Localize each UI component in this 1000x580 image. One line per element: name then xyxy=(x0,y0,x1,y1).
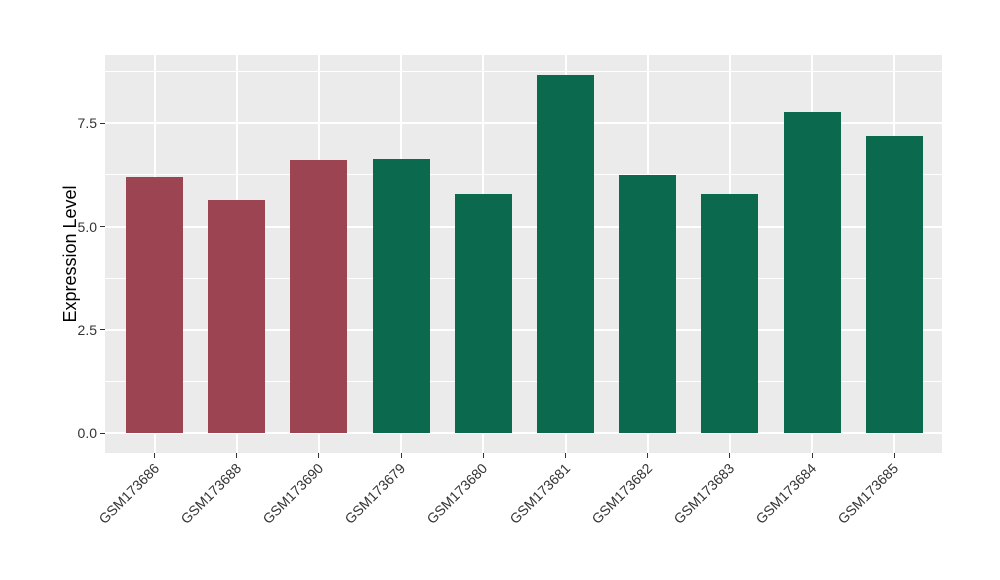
y-tick-label: 7.5 xyxy=(77,115,97,132)
x-tick xyxy=(647,453,649,458)
gridline-major xyxy=(105,122,942,125)
x-tick xyxy=(811,453,813,458)
gridline-minor xyxy=(105,71,942,73)
bar-GSM173681 xyxy=(537,74,594,434)
y-tick xyxy=(100,432,105,434)
x-tick xyxy=(154,453,155,458)
bar-GSM173683 xyxy=(701,194,759,434)
x-tick xyxy=(236,453,238,458)
gridline-minor xyxy=(105,381,942,383)
gridline-minor xyxy=(105,277,942,279)
y-tick xyxy=(100,122,105,124)
y-tick xyxy=(100,329,105,331)
bar-GSM173684 xyxy=(783,112,841,434)
bar-GSM173680 xyxy=(454,194,512,434)
bar-GSM173690 xyxy=(290,159,348,434)
y-tick xyxy=(100,226,105,228)
gridline-major xyxy=(105,432,942,435)
gridline-major xyxy=(105,225,942,228)
bar-GSM173685 xyxy=(865,135,923,434)
x-tick xyxy=(318,453,320,458)
x-tick xyxy=(400,453,402,458)
bar-GSM173688 xyxy=(208,199,266,434)
plot-panel xyxy=(105,55,942,453)
x-tick xyxy=(565,453,566,458)
y-tick-label: 5.0 xyxy=(77,218,97,235)
x-tick xyxy=(893,453,895,458)
bar-GSM173686 xyxy=(126,177,183,434)
y-tick-label: 2.5 xyxy=(77,321,97,338)
gridline-minor xyxy=(105,174,942,176)
bar-GSM173679 xyxy=(372,159,430,434)
x-tick xyxy=(482,453,484,458)
y-tick-label: 0.0 xyxy=(77,425,97,442)
y-axis-title: Expression Level xyxy=(60,185,80,323)
bar-GSM173682 xyxy=(619,174,677,434)
gridline-major xyxy=(105,328,942,331)
x-tick xyxy=(729,453,731,458)
